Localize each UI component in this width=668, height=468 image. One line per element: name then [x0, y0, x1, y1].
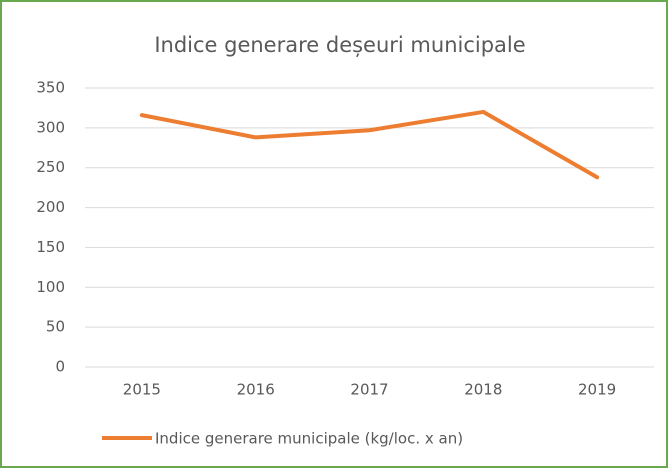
x-tick-label: 2018	[464, 381, 502, 399]
y-tick-label: 300	[36, 118, 65, 136]
y-tick-label: 250	[36, 158, 65, 176]
y-tick-label: 50	[46, 318, 65, 336]
y-tick-label: 0	[55, 358, 65, 376]
y-tick-label: 200	[36, 198, 65, 216]
legend-label: Indice generare municipale (kg/loc. x an…	[155, 430, 463, 448]
x-tick-label: 2015	[123, 381, 161, 399]
x-tick-label: 2019	[578, 381, 616, 399]
y-tick-label: 150	[36, 238, 65, 256]
x-tick-label: 2017	[350, 381, 388, 399]
x-tick-label: 2016	[237, 381, 275, 399]
chart-title: Indice generare deșeuri municipale	[154, 33, 525, 57]
y-tick-label: 100	[36, 278, 65, 296]
y-tick-label: 350	[36, 79, 65, 97]
line-series	[139, 109, 600, 180]
